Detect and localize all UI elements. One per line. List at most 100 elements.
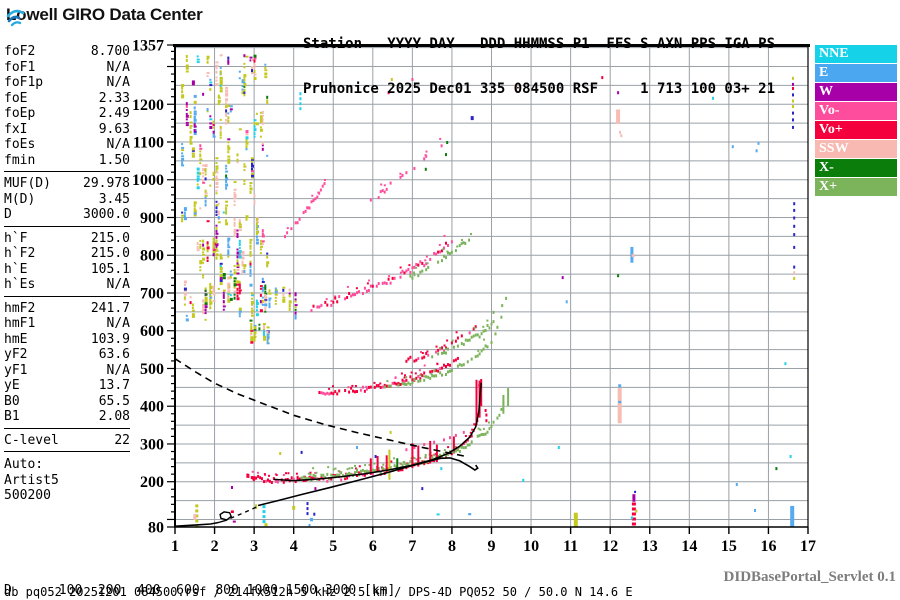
param-value: 63.6 [98,347,130,362]
param-label: yF2 [4,347,28,362]
header-block: Station YYYY DAY DDD HHMMSS P1 FFS S AXN… [303,7,775,127]
param-value: N/A [106,75,130,90]
param-value: 13.7 [98,378,130,393]
param-value: 8.700 [90,44,130,59]
param-row-b1: B1 2.08 [4,409,130,425]
panel-divider [4,295,130,297]
param-label: foE [4,90,28,106]
parameter-panel: foF2 8.700 foF1 N/A foF1p N/A foE 2.33 foEp 2.49 f… [4,44,130,504]
param-value: 29.978 [83,176,130,191]
param-label: hmE [4,331,28,347]
param-label: M(D) [4,191,36,207]
legend-item-vo: Vo+ [815,121,897,139]
d-row: D 100 200 400 600 800 1000 1500 3000 [km… [4,583,396,598]
legend-item-vo: Vo- [815,102,897,120]
x-tick-label: 3 [250,538,258,555]
param-label: hmF1 [4,316,36,331]
x-tick-label: 11 [563,538,578,555]
param-label: foF1p [4,75,44,90]
logo-text: Lowell GIRO Data Center [6,5,203,24]
legend-item-x: X+ [815,178,897,196]
y-tick-label: 1000 [132,172,164,189]
param-label: B1 [4,409,20,424]
param-value: 103.9 [90,331,130,347]
param-label: yE [4,378,20,393]
param-label: foEp [4,106,36,121]
param-row-hmf1: hmF1 N/A [4,316,130,332]
y-tick-label: 500 [140,361,164,378]
param-row-hme: hmE 103.9 [4,332,130,348]
param-row-he: h`E 105.1 [4,262,130,278]
y-tick-label: 1200 [132,97,164,114]
panel-divider [4,427,130,429]
autoscaling-info: Auto: Artist5 500200 [4,457,130,504]
x-tick-label: 15 [721,538,737,555]
param-label: yF1 [4,362,28,378]
x-tick-label: 16 [760,538,776,555]
param-label: fxI [4,121,28,137]
x-tick-label: 2 [211,538,219,555]
param-label: h`F2 [4,246,36,261]
x-tick-label: 17 [800,538,816,555]
servlet-version-label: DIDBasePortal_Servlet 0.1 [723,569,896,585]
param-value: 105.1 [90,261,130,277]
param-value: 2.49 [98,106,130,121]
param-value: 9.63 [98,121,130,137]
x-tick-label: 12 [602,538,618,555]
x-tick-label: 8 [448,538,456,555]
y-tick-label: 600 [140,323,164,340]
y-tick-label: 800 [140,248,164,265]
y-tick-label: 700 [140,285,164,302]
legend-item-w: W [815,83,897,101]
param-value: 2.33 [98,90,130,106]
y-tick-label: 1100 [133,135,164,152]
x-tick-label: 7 [408,538,416,555]
x-tick-label: 13 [642,538,658,555]
param-row-hf: h`F 215.0 [4,231,130,247]
auto-line: 500200 [4,488,51,503]
y-tick-label: 400 [140,399,164,416]
legend-item-nne: NNE [815,45,897,63]
param-value: 3000.0 [83,207,130,222]
param-value: N/A [106,59,130,75]
param-label: D [4,207,12,222]
param-label: foF1 [4,59,36,75]
param-row-clevel: C-level 22 [4,433,130,449]
param-label: h`Es [4,277,36,292]
legend-item-x: X- [815,159,897,177]
param-value: N/A [106,137,130,152]
y-tick-label: 1357 [132,38,164,55]
y-tick-label: 300 [140,436,164,453]
param-row-foep: foEp 2.49 [4,106,130,122]
param-row-foes: foEs N/A [4,137,130,153]
y-tick-label: 80 [148,520,164,537]
x-tick-label: 10 [523,538,539,555]
param-value: N/A [106,277,130,292]
param-row-yf1: yF1 N/A [4,363,130,379]
param-row-ye: yE 13.7 [4,378,130,394]
param-value: 215.0 [90,230,130,246]
param-value: 2.08 [98,409,130,424]
param-row-hes: h`Es N/A [4,277,130,293]
x-tick-label: 9 [488,538,496,555]
param-value: 215.0 [90,246,130,261]
header-values: Pruhonice 2025 Dec01 335 084500 RSF 1 71… [303,81,776,97]
legend-item-ssw: SSW [815,140,897,158]
param-label: foEs [4,137,36,152]
param-row-d: D 3000.0 [4,207,130,223]
param-row-foe: foE 2.33 [4,91,130,107]
param-label: h`E [4,261,28,277]
param-row-yf2: yF2 63.6 [4,347,130,363]
echo-legend: NNE E W Vo- Vo+ SSW X- X+ [815,45,897,197]
param-row-md: M(D) 3.45 [4,192,130,208]
param-row-b0: B0 65.5 [4,394,130,410]
y-tick-label: 200 [140,474,164,491]
panel-divider [4,171,130,172]
param-label: h`F [4,230,28,246]
x-tick-label: 4 [290,538,298,555]
param-row-fxi: fxI 9.63 [4,122,130,138]
param-label: fmin [4,152,36,168]
giro-wave-icon [6,9,25,27]
